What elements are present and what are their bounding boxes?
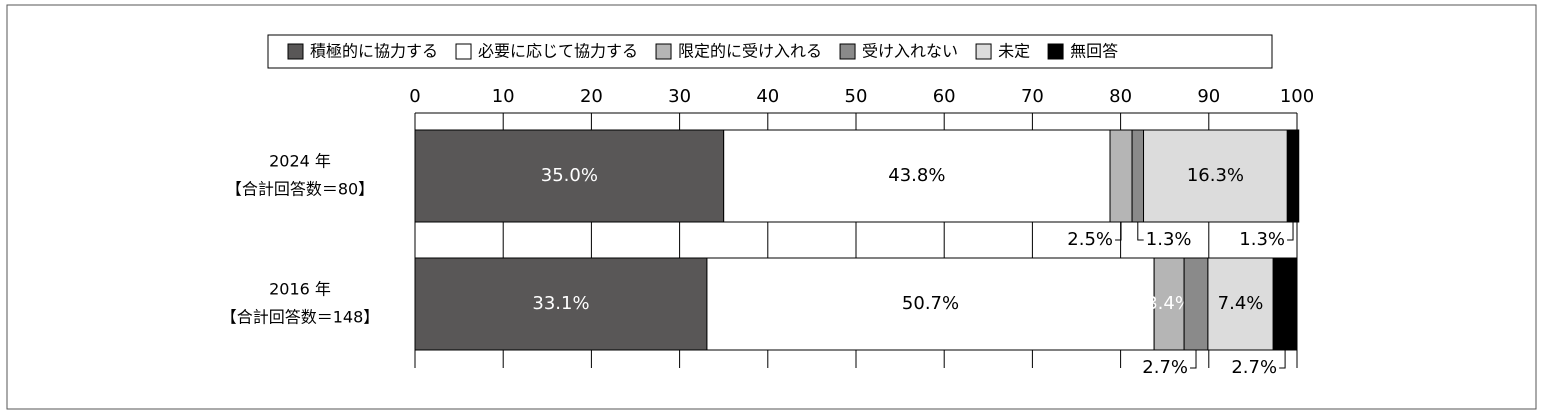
category-label: 【合計回答数＝148】 <box>221 308 380 327</box>
bar-segment <box>1153 257 1185 351</box>
value-label: 35.0% <box>541 165 598 186</box>
x-tick-label: 30 <box>668 86 691 107</box>
bar-segment <box>414 257 708 351</box>
leader-line <box>1279 350 1286 369</box>
leader-line <box>1287 222 1294 241</box>
legend-label: 必要に応じて協力する <box>478 42 638 61</box>
value-label: 1.3% <box>1239 229 1285 250</box>
legend-label: 無回答 <box>1070 42 1118 61</box>
x-tick-label: 100 <box>1280 86 1314 107</box>
label-bg <box>1142 357 1191 379</box>
value-label: 33.1% <box>532 293 589 314</box>
bar-segment <box>1207 257 1274 351</box>
value-label: 2.7% <box>1231 357 1277 378</box>
value-label: 2.7% <box>1142 357 1188 378</box>
legend-swatch <box>455 43 472 60</box>
legend-swatch <box>655 43 672 60</box>
category-label: 【合計回答数＝80】 <box>226 180 374 199</box>
leader-line <box>1190 350 1197 369</box>
x-tick-label: 80 <box>1109 86 1132 107</box>
x-tick-label: 0 <box>409 86 420 107</box>
value-label: 16.3% <box>1187 165 1244 186</box>
legend-swatch <box>1047 43 1064 60</box>
bar-segment <box>1143 129 1288 223</box>
category-label: 2016 年 <box>269 280 331 299</box>
value-label: 2.5% <box>1067 229 1113 250</box>
bar-segment <box>1286 129 1300 223</box>
label-bg <box>1067 229 1116 251</box>
legend-label: 積極的に協力する <box>310 42 438 61</box>
legend-label: 未定 <box>998 42 1030 61</box>
bar-segment <box>1131 129 1145 223</box>
bar-segment <box>1109 129 1133 223</box>
category-label: 2024 年 <box>269 152 331 171</box>
x-tick-label: 20 <box>580 86 603 107</box>
bar-segment <box>706 257 1155 351</box>
legend-label: 限定的に受け入れる <box>678 42 822 61</box>
frame <box>6 4 1537 410</box>
x-tick-label: 10 <box>492 86 515 107</box>
legend-box <box>267 34 1273 69</box>
value-label: 7.4% <box>1218 293 1264 314</box>
leader-line <box>1115 222 1122 241</box>
bar-segment <box>1183 257 1209 351</box>
bar-segment <box>414 129 725 223</box>
legend-swatch <box>975 43 992 60</box>
value-label: 1.3% <box>1146 229 1192 250</box>
legend-swatch <box>287 43 304 60</box>
label-bg <box>1231 357 1280 379</box>
value-label: 3.4% <box>1146 293 1192 314</box>
value-label: 50.7% <box>902 293 959 314</box>
leader-line <box>1137 222 1144 241</box>
legend-label: 受け入れない <box>862 42 958 61</box>
value-label: 43.8% <box>888 165 945 186</box>
label-bg <box>1143 229 1192 251</box>
bar-segment <box>1272 257 1298 351</box>
x-tick-label: 70 <box>1021 86 1044 107</box>
x-tick-label: 40 <box>756 86 779 107</box>
legend-swatch <box>839 43 856 60</box>
label-bg <box>1239 229 1288 251</box>
x-tick-label: 90 <box>1197 86 1220 107</box>
x-tick-label: 60 <box>933 86 956 107</box>
x-tick-label: 50 <box>845 86 868 107</box>
